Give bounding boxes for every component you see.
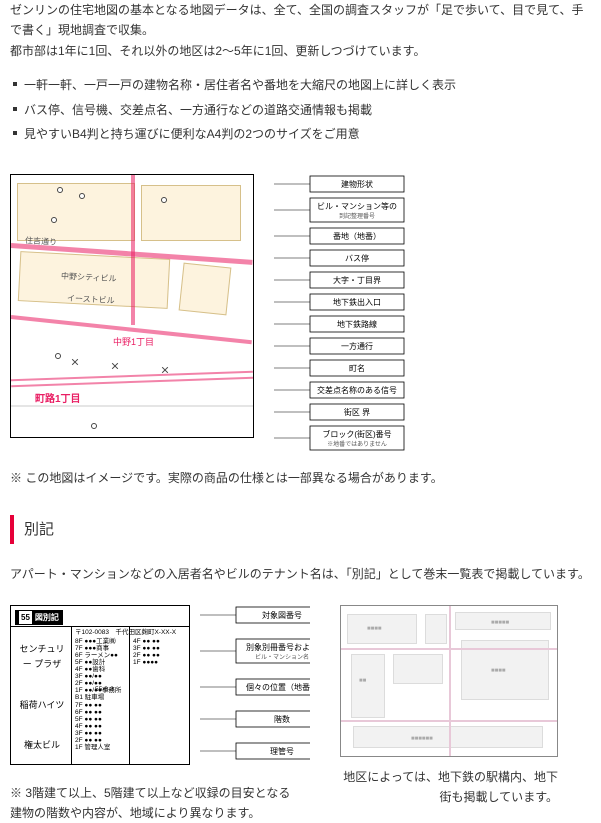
svg-text:地下鉄路線: 地下鉄路線 xyxy=(337,319,377,329)
appendix-legend: 対象図番号別象別冊番号およびビル・マンション名個々の位置（地番） 階数理管号 xyxy=(200,605,310,773)
legend-item: ブロック(街区)番号※地番ではありません xyxy=(274,426,404,450)
svg-text:別象別冊番号および: 別象別冊番号および xyxy=(246,642,310,652)
svg-text:個々の位置（地番）: 個々の位置（地番） xyxy=(246,682,310,692)
appendix-row: 1F ●●●● xyxy=(133,657,158,668)
svg-text:地下鉄出入口: 地下鉄出入口 xyxy=(333,297,381,307)
svg-text:一方通行: 一方通行 xyxy=(341,341,373,351)
legend-item: 街区 界 xyxy=(274,404,404,420)
svg-text:ビル・マンション等の: ビル・マンション等の xyxy=(317,201,397,211)
legend-item: 交差点名称のある信号 xyxy=(274,382,404,398)
map-east-label: イーストビル xyxy=(67,292,115,308)
svg-text:建物形状: 建物形状 xyxy=(341,179,373,189)
svg-text:※地番ではありません: ※地番ではありません xyxy=(327,440,387,448)
legend-item: ビル・マンション等の到記整理番号 xyxy=(274,198,404,222)
map-section: 住吉通り 中野シティビル イーストビル 中野1丁目 町路1丁目 建物形状ビル・マ… xyxy=(10,174,591,454)
legend-item: 番地（地番） xyxy=(274,228,404,244)
map-legend: 建物形状ビル・マンション等の到記整理番号番地（地番）バス停大字・丁目界地下鉄出入… xyxy=(274,174,424,454)
feature-item: 見やすいB4判と持ち運びに便利なA4判の2つのサイズをご用意 xyxy=(10,124,591,144)
legend-item: 個々の位置（地番） xyxy=(200,679,310,695)
appendix-titlebar: 55 図別記 xyxy=(15,610,63,626)
svg-text:バス停: バス停 xyxy=(345,253,369,263)
svg-text:大字・丁目界: 大字・丁目界 xyxy=(333,275,381,285)
map-town-label: 町路1丁目 xyxy=(35,391,81,408)
legend-item: 町名 xyxy=(274,360,404,376)
appendix-row: 1F 管理人室 xyxy=(75,742,110,753)
svg-text:到記整理番号: 到記整理番号 xyxy=(339,212,375,220)
svg-text:街区 界: 街区 界 xyxy=(344,407,370,417)
appendix-desc: アパート・マンションなどの入居者名やビルのテナント名は、「別記」として巻末一覧表… xyxy=(10,564,591,584)
feature-list: 一軒一軒、一戸一戸の建物名称・居住者名や番地を大縮尺の地図上に詳しく表示バス停、… xyxy=(10,75,591,144)
legend-item: 地下鉄出入口 xyxy=(274,294,404,310)
appendix-heading: 別記 xyxy=(10,515,591,545)
appendix-titlenum: 55 xyxy=(19,611,32,625)
feature-item: 一軒一軒、一戸一戸の建物名称・居住者名や番地を大縮尺の地図上に詳しく表示 xyxy=(10,75,591,95)
appendix-titletext: 図別記 xyxy=(35,611,59,625)
svg-text:階数: 階数 xyxy=(274,714,290,724)
appendix-figure: 55 図別記 〒102-0083 千代田区麹町X-XX-X センチュリー プラザ… xyxy=(10,605,190,765)
map-street-label: 住吉通り xyxy=(25,234,58,250)
map-ward-label: 中野1丁目 xyxy=(113,335,154,350)
svg-text:町名: 町名 xyxy=(349,363,365,373)
subway-note: 地区によっては、地下鉄の駅構内、地下街も掲載しています。 xyxy=(340,767,558,808)
map-image: 住吉通り 中野シティビル イーストビル 中野1丁目 町路1丁目 xyxy=(10,174,254,438)
svg-text:ブロック(街区)番号: ブロック(街区)番号 xyxy=(322,429,391,439)
subway-figure: ■■■■■■■■■ ■■■■■■■■■■■■ xyxy=(340,605,558,757)
intro-block: ゼンリンの住宅地図の基本となる地図データは、全て、全国の調査スタッフが「足で歩い… xyxy=(10,0,591,61)
intro-2: 都市部は1年に1回、それ以外の地区は2～5年に1回、更新しつづけています。 xyxy=(10,41,591,61)
appendix-note: ※ 3階建て以上、5階建て以上など収録の目安となる建物の階数や内容が、地域により… xyxy=(10,783,300,823)
legend-item: 一方通行 xyxy=(274,338,404,354)
feature-item: バス停、信号機、交差点名、一方通行などの道路交通情報も掲載 xyxy=(10,100,591,120)
legend-item: バス停 xyxy=(274,250,404,266)
svg-text:交差点名称のある信号: 交差点名称のある信号 xyxy=(317,385,397,395)
svg-text:番地（地番）: 番地（地番） xyxy=(333,231,381,241)
legend-item: 大字・丁目界 xyxy=(274,272,404,288)
intro-1: ゼンリンの住宅地図の基本となる地図データは、全て、全国の調査スタッフが「足で歩い… xyxy=(10,0,591,41)
svg-text:ビル・マンション名: ビル・マンション名 xyxy=(255,653,309,661)
svg-text:対象図番号: 対象図番号 xyxy=(262,610,302,620)
legend-item: 対象図番号 xyxy=(200,607,310,623)
legend-item: 別象別冊番号およびビル・マンション名 xyxy=(200,639,310,663)
legend-item: 建物形状 xyxy=(274,176,404,192)
svg-text:理管号: 理管号 xyxy=(270,746,294,756)
legend-item: 地下鉄路線 xyxy=(274,316,404,332)
legend-item: 階数 xyxy=(200,711,310,727)
legend-item: 理管号 xyxy=(200,743,310,759)
appendix-row: 55 図別記 〒102-0083 千代田区麹町X-XX-X センチュリー プラザ… xyxy=(10,605,591,823)
map-note: ※ この地図はイメージです。実際の商品の仕様とは一部異なる場合があります。 xyxy=(10,468,591,488)
